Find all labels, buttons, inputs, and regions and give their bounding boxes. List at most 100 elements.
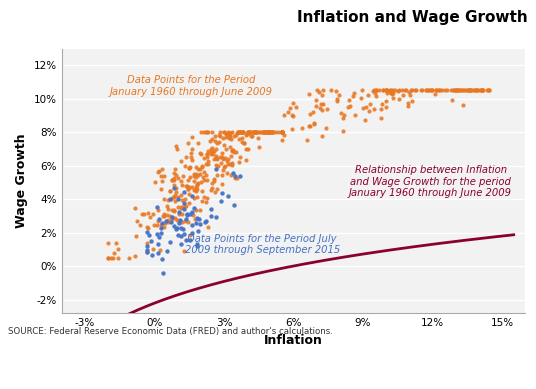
Point — [371, 90, 379, 96]
Point — [222, 146, 230, 152]
Point — [199, 168, 208, 175]
Point — [418, 88, 426, 94]
Point — [174, 232, 182, 238]
Point — [467, 88, 476, 94]
Point — [185, 200, 193, 206]
Point — [200, 155, 209, 161]
Point — [163, 203, 172, 209]
Point — [193, 243, 202, 249]
Point — [207, 149, 216, 155]
Point — [197, 129, 205, 135]
Point — [289, 100, 297, 107]
Point — [459, 88, 468, 94]
Point — [292, 104, 300, 110]
Point — [197, 151, 205, 157]
Point — [176, 217, 185, 223]
Point — [377, 101, 386, 107]
Point — [210, 156, 219, 162]
Point — [188, 222, 196, 228]
Point — [233, 175, 241, 181]
Point — [146, 214, 154, 220]
Point — [463, 88, 471, 94]
Point — [153, 250, 162, 256]
Point — [316, 105, 324, 112]
Point — [247, 133, 255, 140]
Point — [222, 134, 230, 140]
Point — [232, 149, 241, 155]
Point — [176, 241, 185, 247]
Point — [209, 178, 218, 184]
Point — [173, 217, 181, 223]
Point — [191, 219, 200, 226]
Point — [239, 129, 247, 135]
Point — [169, 209, 178, 215]
Point — [327, 88, 336, 94]
Point — [236, 129, 245, 135]
Point — [132, 233, 140, 239]
Point — [182, 183, 190, 189]
Point — [213, 140, 221, 146]
Point — [304, 123, 313, 129]
Point — [423, 88, 432, 94]
Point — [180, 189, 188, 195]
Point — [184, 140, 192, 146]
Point — [263, 129, 272, 135]
Point — [229, 149, 238, 156]
Text: Relationship between Inflation
and Wage Growth for the period
January 1960 throu: Relationship between Inflation and Wage … — [349, 165, 512, 198]
Point — [203, 151, 211, 157]
Point — [153, 231, 162, 237]
Point — [174, 204, 182, 210]
Point — [169, 207, 178, 214]
Point — [465, 88, 474, 94]
Text: SOURCE: Federal Reserve Economic Data (FRED) and author's calculations.: SOURCE: Federal Reserve Economic Data (F… — [8, 328, 333, 336]
Point — [177, 233, 185, 239]
Point — [458, 88, 467, 94]
Point — [166, 188, 174, 194]
Point — [280, 132, 288, 138]
Point — [359, 105, 367, 111]
Point — [166, 239, 174, 245]
Point — [206, 206, 215, 212]
Point — [256, 129, 264, 135]
Point — [213, 172, 221, 178]
Point — [166, 187, 174, 194]
Point — [163, 212, 172, 218]
Point — [389, 88, 397, 94]
Point — [225, 135, 234, 142]
Point — [236, 129, 244, 135]
Point — [395, 88, 404, 94]
Point — [311, 103, 320, 109]
Point — [217, 154, 226, 161]
Point — [250, 129, 258, 135]
Point — [485, 88, 493, 94]
Point — [249, 129, 257, 135]
Point — [474, 88, 482, 94]
Point — [242, 132, 251, 138]
Point — [154, 169, 162, 175]
Point — [403, 100, 412, 106]
Point — [389, 90, 397, 96]
Point — [405, 89, 414, 95]
Point — [407, 88, 416, 94]
Point — [222, 131, 230, 137]
Point — [184, 184, 193, 190]
Point — [234, 129, 243, 135]
Point — [175, 220, 183, 226]
Point — [239, 129, 248, 135]
Point — [157, 186, 165, 192]
Point — [164, 196, 173, 203]
Point — [192, 241, 201, 247]
Point — [318, 101, 327, 107]
Point — [250, 129, 258, 135]
Point — [264, 129, 273, 135]
Point — [188, 184, 197, 190]
Point — [168, 214, 176, 220]
Point — [168, 177, 176, 184]
Point — [472, 88, 480, 94]
Point — [173, 146, 182, 152]
Point — [155, 234, 163, 240]
Point — [147, 252, 156, 258]
Point — [427, 88, 435, 94]
Point — [145, 231, 153, 238]
Point — [184, 186, 192, 192]
